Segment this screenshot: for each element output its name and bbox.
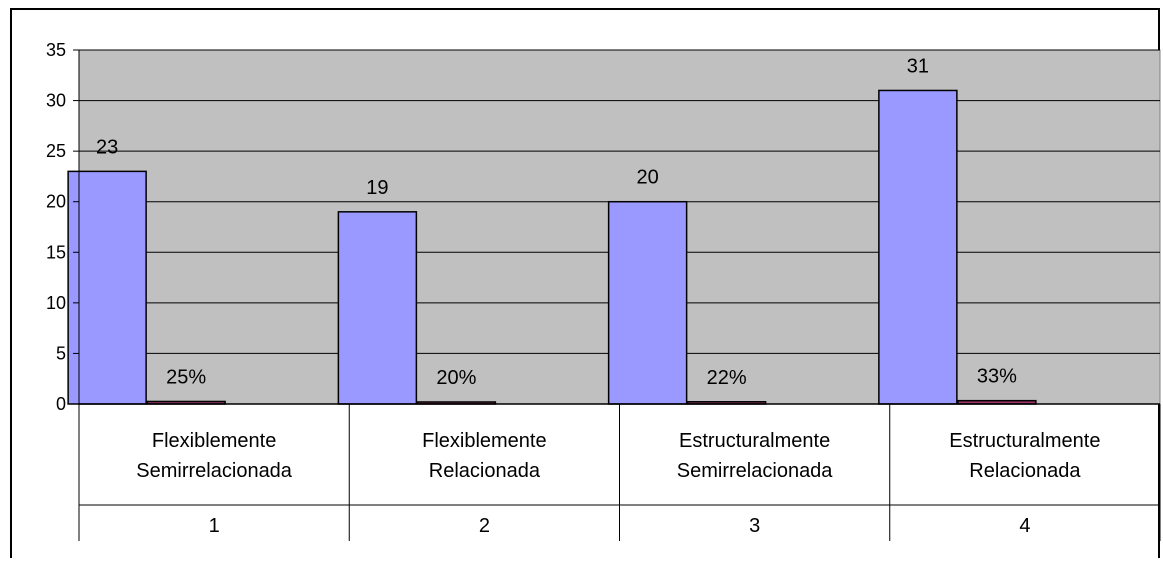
- x-axis: Flexiblemente Semirrelacionada 1 Flexibleme…: [78, 403, 1161, 541]
- x-category-label: Semirrelacionada: [136, 460, 293, 482]
- y-tick-label: 20: [46, 192, 66, 212]
- x-category-number: 2: [479, 515, 490, 537]
- y-tick-label: 0: [56, 394, 66, 414]
- x-category-label: Flexiblemente: [152, 430, 277, 452]
- data-label: 31: [907, 55, 929, 77]
- y-tick-label: 30: [46, 91, 66, 111]
- x-category-label: Estructuralmente: [679, 430, 830, 452]
- bar: [878, 89, 958, 405]
- data-labels: 23 19 20 31 25% 20% 22% 33%: [96, 55, 1017, 389]
- y-tick-label: 35: [46, 40, 66, 60]
- x-category-label: Flexiblemente: [422, 430, 547, 452]
- y-axis: 0 5 10 15 20 25 30 35: [46, 40, 80, 414]
- x-category-number: 1: [209, 515, 220, 537]
- y-tick-label: 5: [56, 343, 66, 363]
- data-label: 20: [637, 167, 659, 189]
- y-tick-label: 10: [46, 293, 66, 313]
- x-category-label: Estructuralmente: [949, 430, 1100, 452]
- x-category-number: 3: [749, 515, 760, 537]
- x-category-label: Relacionada: [969, 460, 1081, 482]
- data-label: 25%: [166, 366, 206, 388]
- data-label: 33%: [977, 366, 1017, 388]
- bar: [67, 170, 147, 405]
- x-category-label: Semirrelacionada: [677, 460, 834, 482]
- data-label: 19: [366, 177, 388, 199]
- x-category-label: Relacionada: [429, 460, 541, 482]
- y-tick-label: 15: [46, 242, 66, 262]
- bar: [337, 211, 418, 405]
- x-category-number: 4: [1019, 515, 1030, 537]
- data-label: 22%: [707, 367, 747, 389]
- data-label: 20%: [436, 367, 476, 389]
- bar: [607, 200, 688, 405]
- bars: [67, 89, 1037, 405]
- data-label: 23: [96, 136, 118, 158]
- y-tick-label: 25: [46, 141, 66, 161]
